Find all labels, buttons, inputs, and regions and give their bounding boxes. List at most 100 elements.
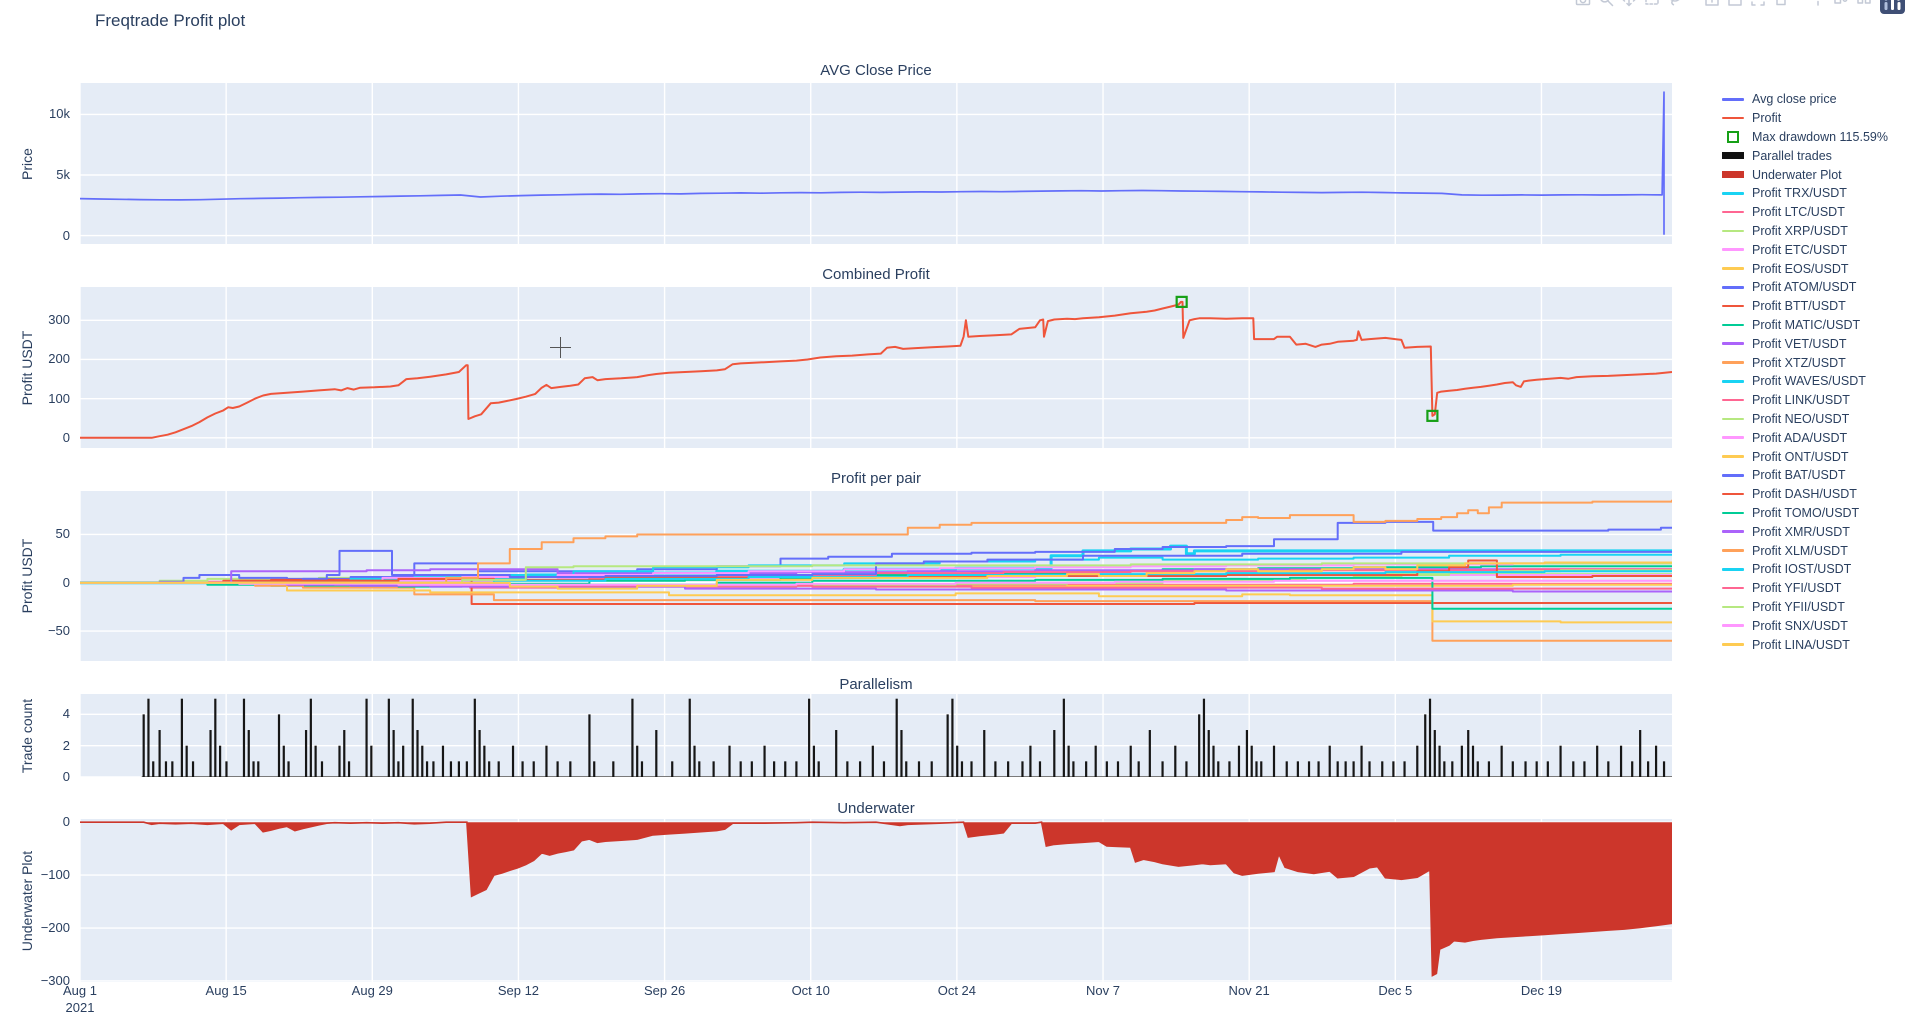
legend-item[interactable]: Profit ETC/USDT (1722, 240, 1910, 259)
legend-label: Profit LTC/USDT (1752, 205, 1845, 220)
x-axis-labels: Aug 1 2021 Aug 15 Aug 29 Sep 12 Sep 26 Oct 10 O… (0, 982, 1910, 1024)
legend-item[interactable]: Underwater Plot (1722, 165, 1910, 184)
profit-per-pair-chart (80, 491, 1672, 661)
legend-item[interactable]: Profit XTZ/USDT (1722, 353, 1910, 372)
legend-item[interactable]: Profit TOMO/USDT (1722, 504, 1910, 523)
legend-item[interactable]: Profit XRP/USDT (1722, 222, 1910, 241)
legend-label: Profit XLM/USDT (1752, 543, 1848, 558)
x-tick-label: Dec 5 (1378, 983, 1413, 998)
legend-item[interactable]: Profit NEO/USDT (1722, 410, 1910, 429)
legend-swatch-icon (1722, 605, 1744, 609)
legend-swatch-icon (1722, 267, 1744, 270)
y-tick-label: −200 (40, 920, 70, 936)
subplot-row-underwater: Underwater Plot 0 −100 −200 −300 (0, 814, 1910, 988)
legend-swatch-icon (1722, 171, 1744, 179)
x-tick-label: Aug 15 (205, 983, 247, 998)
legend-swatch-icon (1722, 361, 1744, 364)
legend-swatch-icon (1722, 304, 1744, 308)
avg-close-price-chart (80, 83, 1672, 244)
legend-item[interactable]: Profit EOS/USDT (1722, 259, 1910, 278)
y-axis-ticks-profit-per-pair: −50 0 50 (0, 491, 74, 661)
y-tick-label: 10k (49, 106, 70, 122)
y-tick-label: 0 (62, 227, 70, 243)
legend-label: Avg close price (1752, 92, 1837, 107)
legend-swatch-icon (1722, 210, 1744, 214)
profit-per-pair-plot-area[interactable] (80, 491, 1672, 661)
legend-item[interactable]: Profit VET/USDT (1722, 334, 1910, 353)
legend-swatch-icon (1722, 286, 1744, 289)
legend-item[interactable]: Profit YFI/USDT (1722, 579, 1910, 598)
combined-profit-chart (80, 287, 1672, 448)
hover-compare-icon[interactable] (1856, 0, 1874, 9)
y-tick-label: −300 (40, 972, 70, 988)
legend-swatch-icon (1722, 98, 1744, 101)
parallelism-plot-area[interactable] (80, 694, 1672, 777)
y-axis-ticks-price: 0 5k 10k (0, 83, 74, 244)
legend-item[interactable]: Profit BTT/USDT (1722, 297, 1910, 316)
x-tick-label: Aug 1 2021 (63, 983, 97, 1015)
legend-item[interactable]: Profit ONT/USDT (1722, 447, 1910, 466)
legend-item[interactable]: Profit XMR/USDT (1722, 522, 1910, 541)
pan-icon[interactable] (1621, 0, 1639, 9)
legend-label: Profit ADA/USDT (1752, 430, 1848, 445)
y-tick-label: 4 (62, 706, 70, 722)
legend-item[interactable]: Max drawdown 115.59% (1722, 128, 1910, 147)
combined-profit-plot-area[interactable] (80, 287, 1672, 448)
zoom-out-icon[interactable] (1727, 0, 1745, 9)
plotly-logo-button[interactable] (1880, 0, 1905, 19)
legend-label: Profit XMR/USDT (1752, 524, 1850, 539)
legend-label: Profit LINK/USDT (1752, 393, 1850, 408)
legend-item[interactable]: Profit (1722, 109, 1910, 128)
zoom-icon[interactable] (1598, 0, 1616, 9)
subplot-row-combined-profit: Profit USDT 0 100 200 300 (0, 287, 1910, 448)
legend-item[interactable]: Profit LTC/USDT (1722, 203, 1910, 222)
toggle-spikelines-icon[interactable] (1810, 0, 1828, 9)
legend-item[interactable]: Profit BAT/USDT (1722, 466, 1910, 485)
legend-label: Profit ONT/USDT (1752, 449, 1849, 464)
x-tick-label: Sep 26 (643, 983, 686, 998)
legend-label: Profit BAT/USDT (1752, 468, 1846, 483)
legend-swatch-icon (1722, 398, 1744, 402)
reset-axes-icon[interactable] (1773, 0, 1791, 9)
legend-item[interactable]: Profit SNX/USDT (1722, 616, 1910, 635)
y-axis-ticks-underwater: 0 −100 −200 −300 (0, 814, 74, 988)
underwater-plot-area[interactable] (80, 819, 1672, 982)
legend-item[interactable]: Profit LINA/USDT (1722, 635, 1910, 654)
zoom-in-icon[interactable] (1704, 0, 1722, 9)
legend-item[interactable]: Profit LINK/USDT (1722, 391, 1910, 410)
y-tick-label: 50 (55, 526, 70, 542)
legend-label: Profit TOMO/USDT (1752, 505, 1860, 520)
legend-item[interactable]: Profit XLM/USDT (1722, 541, 1910, 560)
legend-item[interactable]: Profit ATOM/USDT (1722, 278, 1910, 297)
autoscale-icon[interactable] (1750, 0, 1768, 9)
subplot-title-combined-profit: Combined Profit (822, 266, 930, 283)
legend-label: Profit NEO/USDT (1752, 411, 1850, 426)
legend-item[interactable]: Profit MATIC/USDT (1722, 316, 1910, 335)
x-tick-label: Nov 7 (1086, 983, 1120, 998)
camera-icon[interactable] (1575, 0, 1593, 9)
legend-item[interactable]: Profit YFII/USDT (1722, 598, 1910, 617)
drawdown-marker-swatch-icon (1727, 130, 1739, 143)
hover-closest-icon[interactable] (1833, 0, 1851, 9)
legend-item[interactable]: Profit ADA/USDT (1722, 428, 1910, 447)
modebar (1575, 0, 1874, 9)
legend-item[interactable]: Profit TRX/USDT (1722, 184, 1910, 203)
x-tick-label: Oct 10 (791, 983, 830, 998)
legend-swatch-icon (1722, 380, 1744, 383)
legend-label: Parallel trades (1752, 148, 1832, 163)
legend: Avg close price Profit Max drawdown 115.59… (1722, 90, 1910, 654)
legend-item[interactable]: Profit WAVES/USDT (1722, 372, 1910, 391)
y-tick-label: 100 (48, 390, 70, 406)
legend-swatch-icon (1722, 229, 1744, 233)
legend-item[interactable]: Profit DASH/USDT (1722, 485, 1910, 504)
subplot-row-price: Price 0 5k 10k (0, 83, 1910, 244)
legend-item[interactable]: Profit IOST/USDT (1722, 560, 1910, 579)
legend-item[interactable]: Avg close price (1722, 90, 1910, 109)
lasso-icon[interactable] (1667, 0, 1685, 9)
legend-label: Profit YFII/USDT (1752, 599, 1845, 614)
avg-close-price-plot-area[interactable] (80, 83, 1672, 244)
box-select-icon[interactable] (1644, 0, 1662, 9)
y-axis-ticks-parallelism: 0 2 4 (0, 694, 74, 784)
legend-item[interactable]: Parallel trades (1722, 146, 1910, 165)
legend-swatch-icon (1722, 624, 1744, 627)
